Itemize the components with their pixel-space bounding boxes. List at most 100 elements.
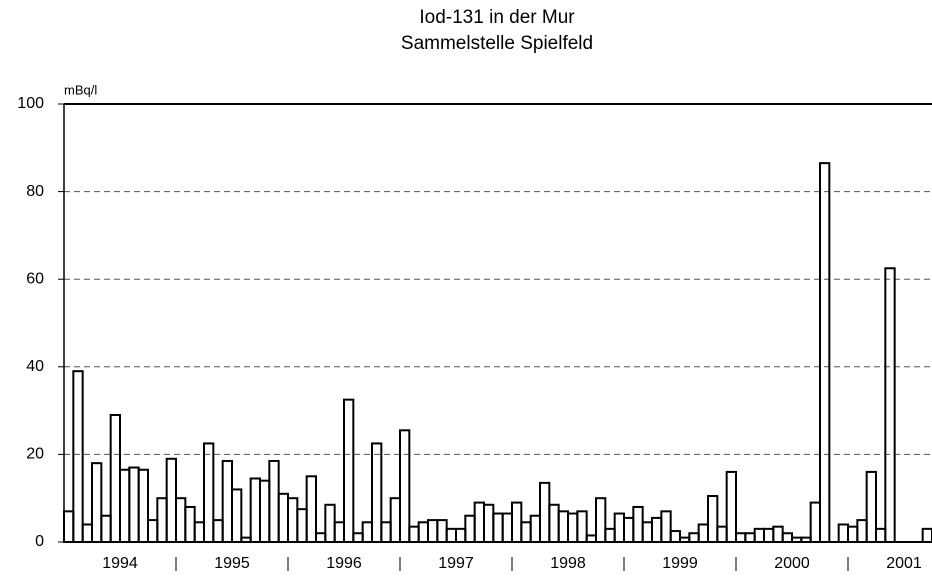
step-bar (63, 510, 75, 543)
step-bar (408, 525, 420, 543)
x-tick-label: 1996 (326, 555, 362, 572)
step-bar (529, 514, 542, 543)
step-bar (501, 512, 513, 544)
step-bar (305, 475, 317, 543)
y-axis-label: mBq/l (64, 82, 97, 97)
step-bar (641, 521, 654, 543)
step-bar (669, 530, 682, 543)
step-bar (296, 508, 308, 543)
step-bar (184, 505, 196, 543)
step-bar (735, 532, 747, 543)
step-bar (445, 527, 457, 543)
step-bar (249, 477, 262, 543)
step-bar (119, 468, 131, 544)
chart-title: Iod-131 in der Mur (419, 7, 575, 28)
step-bar (660, 510, 672, 543)
step-bar (809, 501, 822, 543)
y-tick-label: 20 (26, 446, 44, 463)
step-bar (781, 532, 794, 543)
step-bar (343, 398, 355, 543)
step-bar (623, 516, 635, 543)
step-bar (380, 521, 392, 543)
step-bar (72, 370, 84, 543)
step-bar (865, 470, 878, 544)
step-bar (231, 488, 243, 544)
step-bar (203, 442, 215, 544)
step-bar (819, 162, 831, 543)
chart-subtitle: Sammelstelle Spielfeld (401, 33, 593, 54)
x-tick-label: 1994 (102, 555, 138, 572)
step-bar (165, 457, 178, 543)
step-bar (221, 459, 234, 543)
step-bar (725, 470, 738, 544)
step-bar (716, 525, 728, 543)
step-bar (613, 512, 626, 544)
step-bar (268, 459, 280, 543)
y-tick-label: 100 (17, 95, 44, 112)
x-tick-label: 1997 (438, 555, 474, 572)
step-bar (837, 523, 850, 543)
step-bar (193, 521, 206, 543)
step-bar (632, 505, 644, 543)
step-bar (595, 497, 607, 544)
step-bar (324, 503, 336, 543)
step-bar (744, 532, 756, 543)
step-bar (352, 532, 364, 543)
step-bar (772, 525, 784, 543)
step-bar (875, 527, 887, 543)
step-bar (604, 527, 616, 543)
step-bar (464, 514, 476, 543)
step-bar (436, 519, 448, 543)
x-tick-label: 2001 (886, 555, 922, 572)
step-bar (576, 510, 588, 543)
step-bar (847, 525, 859, 543)
step-bar (371, 442, 383, 544)
step-bar (109, 413, 121, 544)
step-bar (557, 510, 570, 543)
step-bar (763, 527, 775, 543)
step-bar (492, 512, 504, 544)
step-bar (156, 497, 168, 544)
step-bar (100, 514, 112, 543)
step-bar (753, 527, 766, 543)
step-bar (147, 519, 159, 543)
step-bar (212, 519, 224, 543)
step-bar (389, 497, 401, 544)
step-bar (259, 479, 271, 543)
step-bar (511, 501, 523, 543)
step-bar (473, 501, 485, 543)
step-bar (91, 462, 103, 543)
step-bar (651, 516, 663, 543)
step-bar (175, 497, 187, 544)
x-tick-label: 1999 (662, 555, 698, 572)
step-bar (427, 519, 439, 543)
step-bar (455, 527, 467, 543)
x-tick-label: 2000 (774, 555, 810, 572)
step-bar (361, 521, 373, 543)
step-bar (548, 503, 560, 543)
step-bar (277, 492, 289, 544)
x-tick-label: 1998 (550, 555, 586, 572)
step-bar (81, 523, 93, 543)
step-bar (884, 267, 896, 543)
step-bar (315, 532, 327, 543)
step-bar (128, 466, 140, 544)
step-bar (399, 429, 411, 543)
step-bar (520, 521, 532, 543)
step-bar (921, 527, 932, 543)
step-bar (287, 497, 299, 544)
y-tick-label: 0 (35, 533, 44, 550)
step-bar (137, 468, 150, 544)
step-bar (856, 519, 868, 543)
step-bar (333, 521, 345, 543)
step-bar (417, 521, 429, 543)
step-bar (483, 503, 495, 543)
y-tick-label: 40 (26, 358, 44, 375)
step-bar (539, 481, 551, 543)
y-tick-label: 60 (26, 270, 44, 287)
step-bar (707, 495, 719, 544)
x-tick-label: 1995 (214, 555, 250, 572)
step-bar (567, 512, 579, 544)
step-bar (688, 532, 700, 543)
